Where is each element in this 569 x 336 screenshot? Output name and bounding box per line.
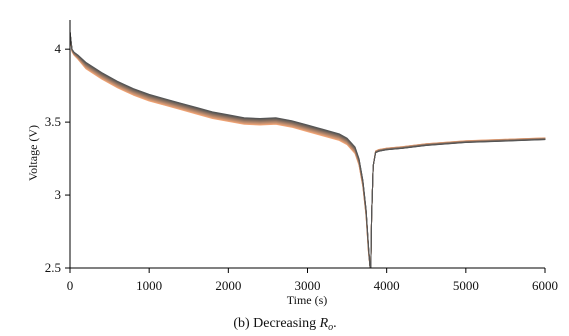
axes — [69, 20, 545, 269]
series-curves — [69, 31, 546, 269]
x-tick-label: 2000 — [215, 278, 241, 293]
voltage-series-line — [69, 32, 546, 269]
caption-symbol: R — [319, 316, 329, 331]
voltage-series-line — [69, 32, 546, 269]
caption-suffix: . — [333, 316, 337, 331]
voltage-series-line — [69, 32, 546, 269]
x-ticks: 0 1000 2000 3000 4000 5000 6000 — [67, 268, 558, 293]
voltage-series-line — [69, 33, 546, 269]
y-ticks: 2.5 3 3.5 4 — [45, 41, 70, 275]
y-tick-label: 4 — [55, 41, 62, 56]
voltage-series-line — [69, 31, 546, 269]
y-axis-label: Voltage (V) — [26, 125, 40, 181]
x-tick-label: 5000 — [453, 278, 479, 293]
y-tick-label: 3 — [55, 187, 62, 202]
voltage-series-line — [69, 32, 546, 269]
voltage-series-line — [69, 32, 546, 269]
figure-caption: (b) Decreasing Ro. — [233, 316, 336, 333]
voltage-series-line — [69, 31, 546, 269]
voltage-series-line — [69, 32, 546, 269]
voltage-series-line — [69, 31, 546, 269]
voltage-series-line — [69, 31, 546, 269]
y-tick-label: 3.5 — [45, 114, 61, 129]
voltage-series-line — [69, 31, 546, 269]
voltage-series-line — [69, 32, 546, 269]
voltage-series-line — [69, 32, 546, 269]
voltage-series-line — [69, 32, 546, 269]
x-tick-label: 3000 — [295, 278, 321, 293]
x-tick-label: 4000 — [374, 278, 400, 293]
voltage-series-line — [69, 33, 546, 269]
x-axis-label: Time (s) — [287, 293, 328, 307]
voltage-series-line — [69, 31, 546, 269]
y-tick-label: 2.5 — [45, 260, 61, 275]
caption-subscript: o — [328, 322, 333, 333]
caption-prefix: (b) Decreasing — [233, 316, 319, 331]
x-tick-label: 6000 — [532, 278, 558, 293]
x-tick-label: 1000 — [136, 278, 162, 293]
x-tick-label: 0 — [67, 278, 74, 293]
voltage-series-line — [69, 31, 546, 269]
